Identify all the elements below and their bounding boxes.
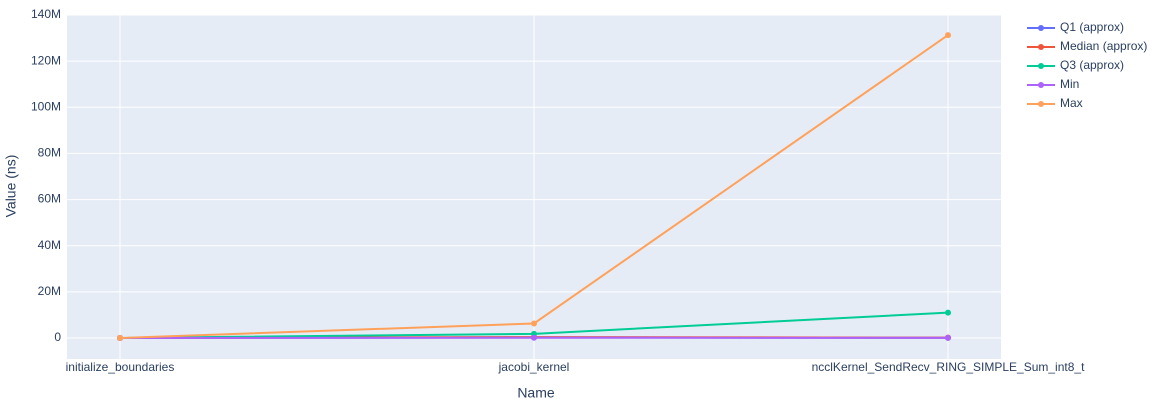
legend-label: Q1 (approx) xyxy=(1060,20,1124,34)
legend-marker xyxy=(1038,63,1044,69)
legend-label: Max xyxy=(1060,96,1083,110)
y-tick-label: 20M xyxy=(38,284,61,298)
y-tick-label: 120M xyxy=(31,53,61,67)
y-axis-title: Value (ns) xyxy=(3,155,19,218)
x-tick-label: initialize_boundaries xyxy=(66,360,175,374)
x-tick-label: ncclKernel_SendRecv_RING_SIMPLE_Sum_int8… xyxy=(812,360,1085,374)
x-axis-title: Name xyxy=(517,385,555,401)
legend-marker xyxy=(1038,82,1044,88)
point xyxy=(945,32,952,39)
y-tick-label: 80M xyxy=(38,146,61,160)
legend-label: Q3 (approx) xyxy=(1060,58,1124,72)
point xyxy=(945,309,952,316)
y-tick-label: 60M xyxy=(38,192,61,206)
point xyxy=(531,320,537,327)
y-tick-label: 140M xyxy=(31,7,61,21)
point xyxy=(116,335,123,342)
legend-label: Min xyxy=(1060,77,1079,91)
y-tick-label: 40M xyxy=(38,238,61,252)
point xyxy=(531,334,537,341)
x-tick-label: jacobi_kernel xyxy=(498,360,570,374)
legend-marker xyxy=(1038,44,1044,50)
legend-marker xyxy=(1038,101,1044,107)
y-tick-label: 100M xyxy=(31,99,61,113)
y-tick-label: 0 xyxy=(54,330,61,344)
legend-label: Median (approx) xyxy=(1060,39,1147,53)
legend-marker xyxy=(1038,25,1044,31)
point xyxy=(945,334,952,341)
